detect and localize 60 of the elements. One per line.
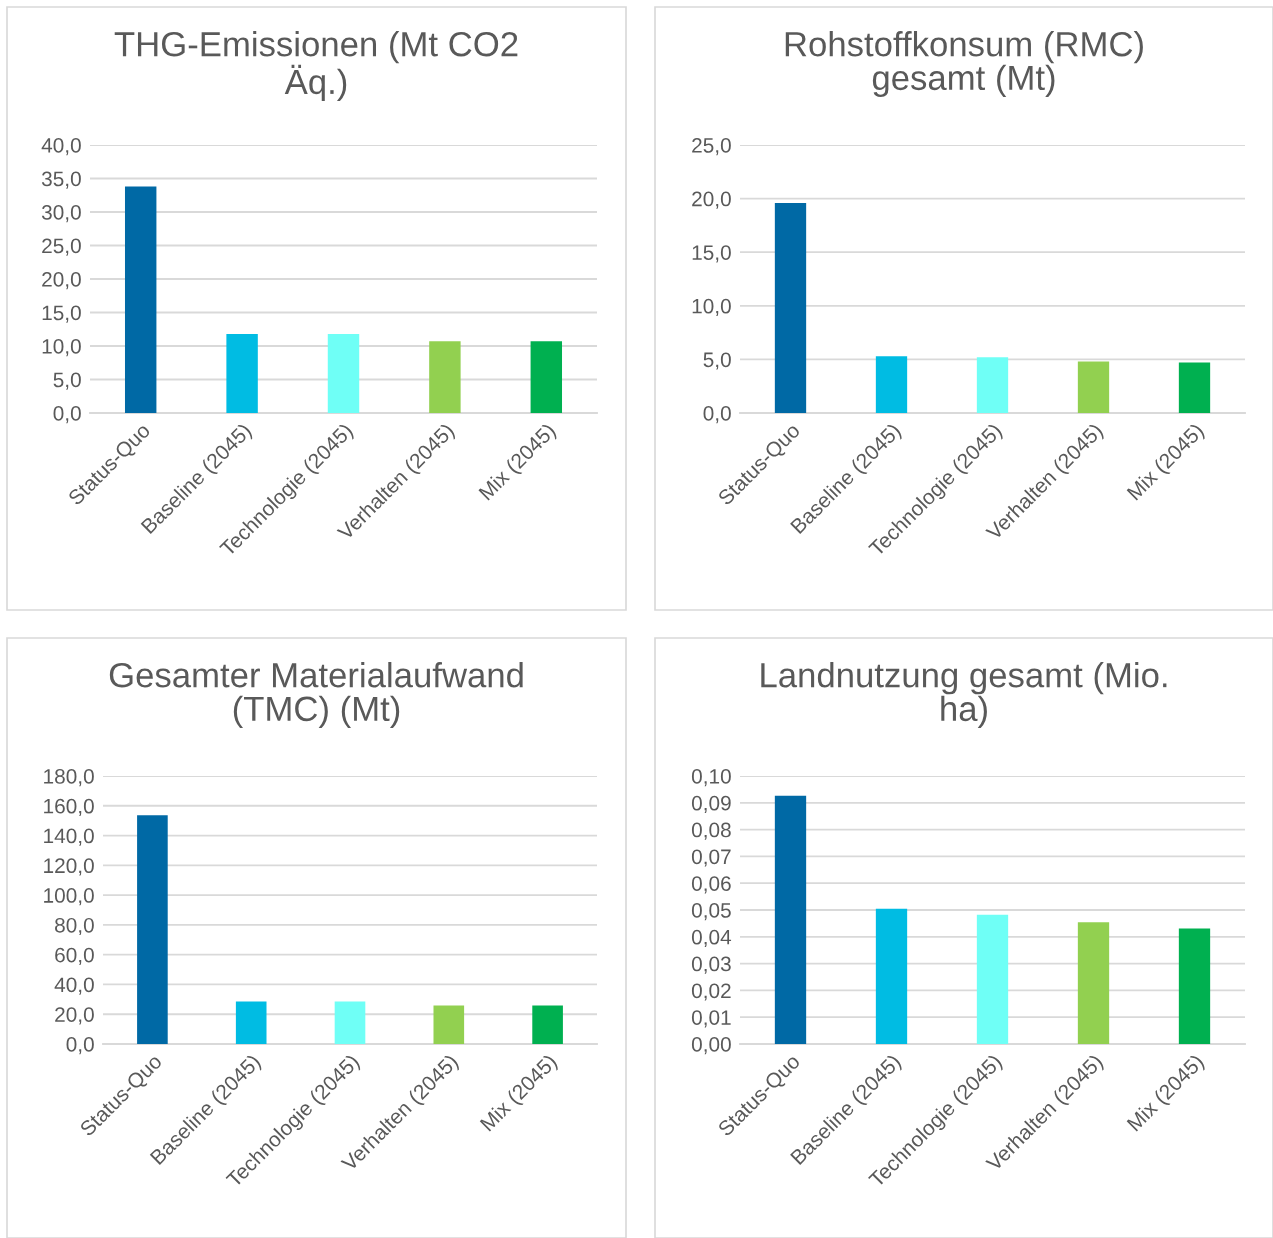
y-tick-label: 20,0 — [692, 191, 731, 209]
y-tick-label: 0,0 — [703, 406, 731, 424]
y-tick-label: 15,0 — [42, 305, 81, 323]
y-tick-label: 80,0 — [55, 917, 94, 936]
y-tick-label: 10,0 — [42, 339, 81, 357]
y-tick-label: 25,0 — [692, 138, 731, 156]
bar — [226, 333, 258, 413]
y-tick-label: 160,0 — [44, 798, 94, 816]
y-tick-label: 10,0 — [692, 298, 731, 317]
chart-title: Rohstoffkonsum (RMC) gesamt (Mt) — [785, 31, 1143, 97]
y-tick-label: 0,07 — [691, 849, 731, 867]
chart-title: Landnutzung gesamt (Mio. ha) — [761, 662, 1167, 728]
bar — [875, 908, 908, 1044]
bar — [433, 1005, 465, 1044]
bar — [327, 333, 360, 413]
y-tick-label: 40,0 — [54, 977, 94, 995]
bar — [1077, 361, 1110, 413]
y-tick-label: 0,03 — [691, 956, 731, 974]
y-tick-label: 30,0 — [41, 205, 81, 223]
y-tick-label: 180,0 — [44, 769, 94, 787]
bar — [774, 202, 807, 413]
y-tick-label: 35,0 — [41, 171, 81, 189]
bar — [976, 914, 1009, 1044]
y-tick-label: 5,0 — [703, 352, 731, 370]
y-tick-label: 0,0 — [66, 1037, 94, 1055]
y-tick-label: 0,04 — [691, 929, 732, 948]
bar — [1178, 928, 1211, 1044]
y-tick-label: 0,02 — [691, 983, 731, 1001]
bar — [532, 1005, 563, 1044]
bar — [774, 795, 807, 1044]
bar — [124, 186, 157, 413]
y-tick-label: 0,05 — [691, 903, 731, 921]
bar — [235, 1001, 267, 1044]
y-tick-label: 15,0 — [692, 245, 731, 263]
y-tick-label: 0,09 — [691, 795, 731, 814]
y-tick-label: 100,0 — [44, 888, 94, 906]
y-tick-label: 140,0 — [44, 828, 94, 846]
bar — [1178, 362, 1211, 413]
y-tick-label: 5,0 — [53, 372, 81, 390]
y-tick-label: 120,0 — [44, 858, 94, 876]
y-tick-label: 25,0 — [42, 238, 81, 256]
y-tick-label: 60,0 — [55, 947, 94, 965]
bar — [1077, 922, 1110, 1044]
y-tick-label: 0,08 — [691, 822, 731, 840]
y-tick-label: 20,0 — [42, 272, 81, 290]
y-tick-label: 20,0 — [55, 1007, 94, 1025]
bar — [875, 356, 908, 413]
y-tick-label: 0,00 — [691, 1037, 731, 1055]
bar — [334, 1001, 366, 1044]
bar — [429, 341, 461, 413]
chart-title: THG-Emissionen (Mt CO2 Äq.) — [114, 31, 518, 102]
y-tick-label: 0,0 — [53, 406, 81, 424]
y-tick-label: 40,0 — [41, 138, 81, 156]
chart-title: Gesamter Materialaufwand (TMC) (Mt) — [109, 662, 523, 728]
bar — [976, 357, 1009, 413]
y-tick-label: 0,06 — [691, 876, 731, 894]
y-tick-label: 0,10 — [691, 769, 731, 787]
bar — [530, 341, 563, 413]
bar — [137, 815, 168, 1044]
y-tick-label: 0,01 — [691, 1010, 731, 1028]
